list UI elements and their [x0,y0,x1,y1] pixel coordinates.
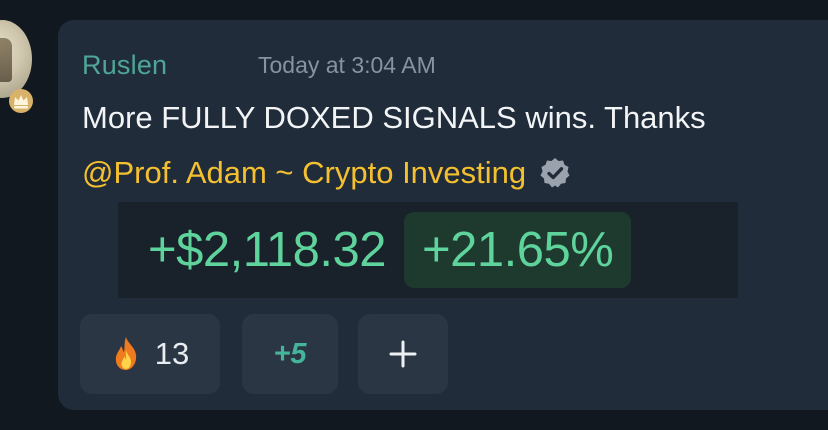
more-reactions-label: +5 [273,337,307,370]
add-reaction-button[interactable] [358,314,448,394]
fire-icon [115,337,136,370]
message-card: Ruslen Today at 3:04 AM More FULLY DOXED… [58,20,828,410]
pnl-percent: +21.65% [403,212,632,288]
user-mention[interactable]: @Prof. Adam ~ Crypto Investing [82,155,527,190]
avatar-figure [0,38,12,82]
avatar[interactable] [0,20,32,98]
more-reactions-button[interactable]: +5 [242,314,338,394]
message-timestamp: Today at 3:04 AM [258,52,436,78]
message-text: More FULLY DOXED SIGNALS wins. Thanks [82,100,706,135]
pnl-amount: +$2,118.32 [148,223,386,277]
reaction-fire-button[interactable]: 13 [80,314,220,394]
pnl-screenshot[interactable]: +$2,118.32 +21.65% [118,202,738,298]
crown-icon [9,89,33,113]
mention-row: @Prof. Adam ~ Crypto Investing [82,153,572,193]
author-name[interactable]: Ruslen [82,50,168,80]
fire-reaction-count: 13 [154,336,190,371]
plus-icon [389,340,417,368]
verified-badge-icon [540,158,570,188]
